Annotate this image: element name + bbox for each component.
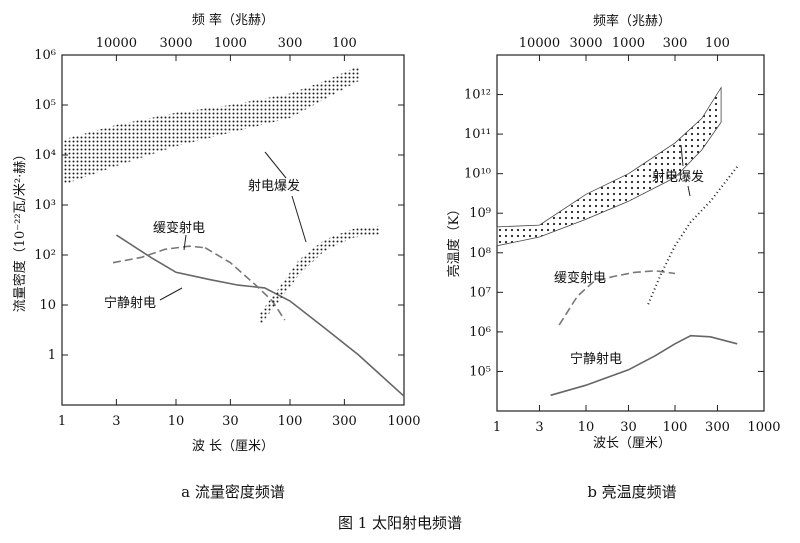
- a-freq-label: 3000: [159, 36, 192, 51]
- panel-a-xlabel: 波 长（厘米）: [192, 439, 274, 454]
- b-series-burst-band: [496, 86, 722, 247]
- b-series-quiet-line: [550, 334, 738, 397]
- a-freq-label: 1000: [214, 36, 247, 51]
- annotation-b-burst: 射电爆发: [652, 169, 704, 185]
- b-freq-label: 3000: [569, 36, 602, 51]
- b-ytick-label: 10⁷: [469, 285, 491, 300]
- annotation-burst-leader-2: [291, 195, 307, 243]
- a-freq-label: 100: [332, 36, 357, 51]
- annotation-slowly-leader: [183, 234, 187, 251]
- panel-b-ylabel: 亮温度（K）: [446, 203, 462, 278]
- panel-a-caption: a 流量密度频谱: [181, 483, 285, 501]
- panel-a: 1 3 10 30 100 300 1000 1 10 10² 10³ 10⁴ 10⁵ 10⁶ 1000…: [12, 12, 421, 501]
- a-series-slowly-varying-line-2: [204, 247, 286, 321]
- annotation-burst-leader: [264, 151, 287, 179]
- a-ytick-label: 10²: [34, 248, 56, 263]
- a-ytick-label: 10⁴: [34, 148, 56, 163]
- a-xtick-label: 3: [112, 414, 120, 429]
- panel-b-xlabel: 波长（厘米）: [593, 436, 671, 451]
- a-xtick-label: 1: [58, 414, 66, 429]
- b-freq-label: 100: [705, 36, 730, 51]
- a-series-burst-band: [62, 66, 359, 186]
- annotation-b-quiet: 宁静射电: [570, 351, 622, 367]
- a-ytick-label: 10: [39, 298, 56, 313]
- panel-a-ylabel: 流量密度（10⁻²²瓦/米²·赫）: [12, 148, 28, 313]
- a-xtick-label: 30: [222, 414, 239, 429]
- annotation-b-burst-leader: [680, 144, 684, 167]
- b-xtick-label: 100: [663, 420, 688, 435]
- panel-a-title: 频 率（兆赫）: [192, 12, 274, 28]
- b-freq-label: 10000: [519, 36, 560, 51]
- a-freq-label: 10000: [96, 36, 137, 51]
- annotation-b-slowly-varying: 缓变射电: [554, 270, 606, 286]
- b-ytick-label: 10⁵: [469, 364, 491, 379]
- annotation-burst: 射电爆发: [248, 178, 300, 194]
- a-xtick-label: 300: [332, 414, 357, 429]
- b-ytick-label: 10¹¹: [464, 127, 491, 142]
- b-ytick-label: 10⁸: [469, 246, 491, 261]
- b-series-burst-line: [647, 166, 738, 305]
- a-ytick-label: 10⁶: [34, 48, 56, 63]
- annotation-quiet: 宁静射电: [104, 295, 156, 311]
- b-xtick-label: 10: [578, 420, 595, 435]
- b-series-slowly-varying-line: [558, 269, 676, 326]
- a-xtick-label: 1000: [387, 414, 420, 429]
- annotation-quiet-leader: [159, 287, 183, 301]
- a-ytick-label: 10³: [34, 198, 56, 213]
- b-ytick-label: 10⁶: [469, 325, 491, 340]
- a-xtick-label: 100: [278, 414, 303, 429]
- a-ytick-label: 10⁵: [34, 98, 56, 113]
- b-xtick-label: 3: [535, 420, 543, 435]
- a-ytick-label: 1: [48, 348, 56, 363]
- a-series-quiet-line: [115, 234, 405, 397]
- b-ytick-label: 10¹⁰: [464, 167, 491, 182]
- annotation-slowly-varying: 缓变射电: [153, 220, 205, 236]
- figure-caption: 图 1 太阳射电频谱: [338, 514, 462, 532]
- a-series-burst-band: [260, 226, 379, 325]
- b-ytick-label: 10⁹: [469, 206, 491, 221]
- panel-a-frame: [61, 54, 405, 406]
- b-freq-label: 1000: [612, 36, 645, 51]
- a-series-slowly-varying-line: [112, 245, 206, 264]
- a-xtick-label: 10: [168, 414, 185, 429]
- panel-b-caption: b 亮温度频谱: [587, 483, 676, 501]
- b-ytick-label: 10¹²: [464, 88, 491, 103]
- a-freq-label: 300: [278, 36, 303, 51]
- panel-b-title: 频率（兆赫）: [593, 13, 671, 29]
- b-xtick-label: 1000: [747, 420, 780, 435]
- b-xtick-label: 300: [705, 420, 730, 435]
- panel-b: 1 3 10 30 100 300 1000 10⁵ 10⁶ 10⁷ 10⁸ 10⁹ 10¹⁰ 10¹¹…: [446, 13, 781, 501]
- b-xtick-label: 1: [493, 420, 501, 435]
- b-freq-label: 300: [663, 36, 688, 51]
- b-xtick-label: 30: [620, 420, 637, 435]
- annotation-b-burst-leader-2: [687, 185, 691, 197]
